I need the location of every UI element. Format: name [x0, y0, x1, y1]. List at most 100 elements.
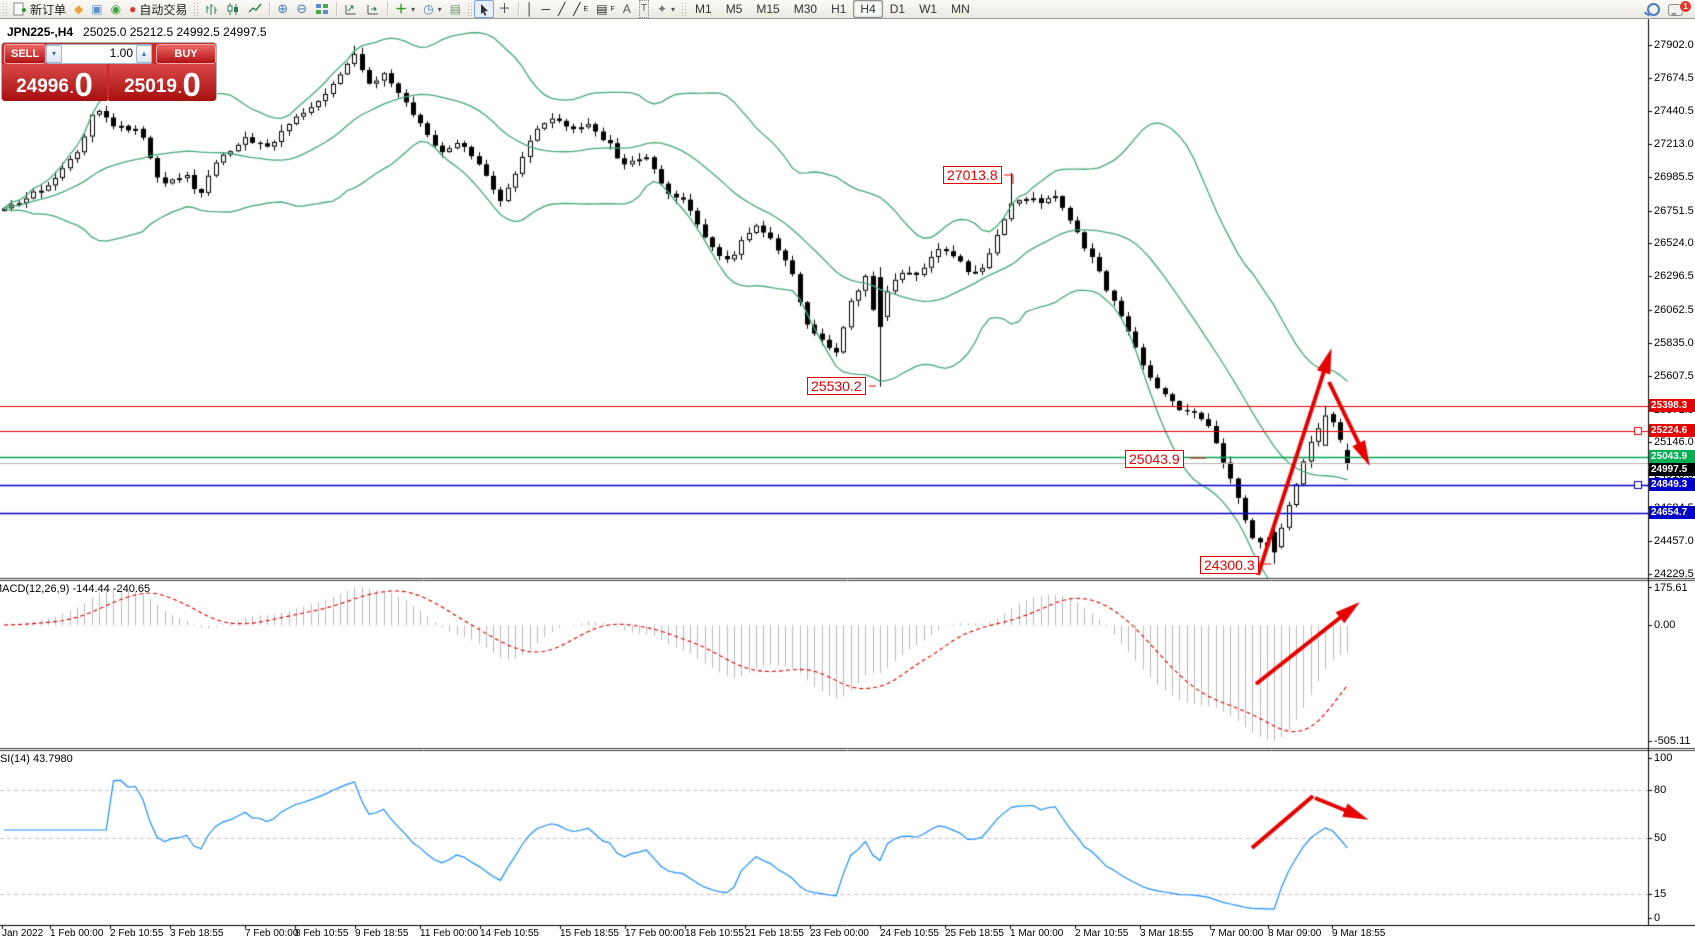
toolbar-separator: [269, 2, 271, 16]
buy-price-big-digit: 0: [182, 66, 201, 103]
shapes-tool-button[interactable]: ✦ ▾: [653, 0, 679, 18]
price-axis-label: 25835.0: [1654, 336, 1694, 349]
horizontal-line-tool-button[interactable]: ─: [538, 0, 555, 18]
macd-axis-label: -505.11: [1654, 735, 1691, 747]
toolbar-drag-handle[interactable]: [193, 2, 199, 16]
chevron-down-icon: ▾: [671, 4, 676, 14]
time-axis-label: Jan 2022: [2, 928, 44, 939]
time-axis-label: 15 Feb 18:55: [560, 928, 619, 939]
zoom-out-button[interactable]: ⊖: [292, 0, 311, 18]
chart-autoscroll-button[interactable]: [340, 0, 362, 18]
time-axis-label: 1 Feb 00:00: [50, 928, 104, 939]
price-callout-label: 24300.3: [1200, 556, 1259, 574]
order-panel-top-row: SELL ▾ 1.00 ▴ BUY: [2, 43, 216, 64]
metaeditor-button[interactable]: ◆: [70, 0, 87, 18]
templates-button[interactable]: ▤: [446, 0, 465, 18]
search-button[interactable]: [1643, 0, 1664, 18]
toolbar-separator: [336, 2, 338, 16]
time-axis-label: 25 Feb 18:55: [945, 928, 1004, 939]
timeframe-button-d1[interactable]: D1: [889, 2, 906, 16]
toolbar-drag-handle[interactable]: [2, 2, 7, 16]
new-order-button[interactable]: 新订单: [9, 0, 70, 18]
price-callout-label: 25530.2: [807, 377, 866, 395]
chart-shift-icon: [367, 5, 379, 15]
timeframe-button-m30[interactable]: M30: [793, 2, 818, 16]
text-tool-button[interactable]: A: [619, 0, 635, 18]
indicators-button[interactable]: ＋ ▾: [391, 0, 419, 18]
sell-button[interactable]: SELL: [4, 44, 46, 64]
clock-icon: ◷: [423, 2, 434, 16]
fibonacci-tool-button[interactable]: ╱ E: [569, 0, 592, 18]
toolbar: 新订单 ◆ ▣ ◉ ● 自动交易 ⊕ ⊖: [0, 0, 1695, 19]
sell-price-button[interactable]: 24996 . 0: [2, 64, 107, 101]
timeframe-group: M1 M5 M15 M30 H1 H4 D1 W1 MN: [688, 0, 977, 18]
horizontal-line-icon: ─: [541, 2, 551, 16]
signals-button[interactable]: ◉: [107, 0, 125, 18]
timeframe-button-w1[interactable]: W1: [919, 2, 938, 16]
timeframe-button-m1[interactable]: M1: [695, 2, 712, 16]
sell-price-dot: .: [69, 81, 74, 96]
crosshair-tool-button[interactable]: ＋: [494, 0, 515, 18]
rsi-axis-label: 50: [1654, 832, 1667, 844]
time-axis-label: 21 Feb 18:55: [745, 928, 804, 939]
chevron-down-icon: ▾: [411, 4, 416, 14]
autotrade-label: 自动交易: [139, 2, 188, 17]
trendline-tool-button[interactable]: ╱: [554, 0, 569, 18]
price-axis-label: 27902.0: [1654, 39, 1694, 51]
price-axis-label: 25607.5: [1654, 369, 1694, 382]
channel-icon: ▤: [596, 2, 608, 16]
chart-shift-button[interactable]: [362, 0, 384, 18]
volume-input[interactable]: 1.00: [109, 46, 133, 60]
rsi-axis-label: 80: [1654, 784, 1667, 796]
buy-button[interactable]: BUY: [156, 44, 216, 64]
time-axis-label: 3 Feb 18:55: [170, 928, 224, 939]
price-axis-label: 26296.5: [1654, 270, 1694, 283]
tile-windows-button[interactable]: [311, 0, 333, 18]
time-axis-label: 2 Mar 10:55: [1075, 928, 1129, 939]
time-axis-label: 9 Feb 18:55: [355, 928, 409, 939]
new-order-label: 新订单: [30, 2, 67, 17]
volume-decrement-button[interactable]: ▾: [46, 45, 62, 63]
chart-line-button[interactable]: [244, 0, 266, 18]
periods-button[interactable]: ◷ ▾: [419, 0, 446, 18]
metaeditor-icon: ◆: [74, 2, 84, 16]
fibonacci-icon: ╱: [573, 2, 581, 16]
volume-increment-button[interactable]: ▴: [136, 45, 152, 63]
timeframe-button-h1[interactable]: H1: [831, 2, 847, 16]
vertical-line-icon: │: [526, 2, 534, 16]
shapes-icon: ✦: [656, 2, 668, 16]
tile-windows-icon: [316, 4, 329, 14]
timeframe-button-m15[interactable]: M15: [756, 2, 780, 16]
timeframe-button-h4[interactable]: H4: [853, 0, 883, 18]
line-chart-icon: [248, 3, 262, 13]
notifications-button[interactable]: 1: [1664, 0, 1692, 18]
timeframe-button-mn[interactable]: MN: [951, 2, 970, 16]
channel-tool-button[interactable]: ▤ F: [592, 0, 619, 18]
autoscroll-icon: [345, 5, 357, 15]
zoom-in-button[interactable]: ⊕: [273, 0, 292, 18]
time-axis-label: 24 Feb 10:55: [880, 928, 939, 939]
chart-bars-button[interactable]: [200, 0, 222, 18]
vertical-line-tool-button[interactable]: │: [522, 0, 538, 18]
terminal-button[interactable]: ▣: [87, 0, 106, 18]
price-axis-label: 24229.5: [1654, 568, 1694, 580]
price-callout-label: 27013.8: [943, 166, 1002, 184]
time-axis-label: 1 Mar 00:00: [1010, 928, 1064, 939]
text-label-icon: T: [638, 0, 649, 18]
chart-candles-button[interactable]: [222, 0, 244, 18]
add-indicator-icon: ＋: [395, 2, 408, 16]
text-icon: A: [622, 2, 631, 16]
autotrade-button[interactable]: ● 自动交易: [125, 0, 191, 18]
timeframe-button-m5[interactable]: M5: [725, 2, 743, 16]
zoom-in-icon: ⊕: [277, 1, 289, 16]
terminal-icon: ▣: [91, 2, 103, 16]
toolbar-drag-handle[interactable]: [467, 2, 473, 16]
label-tool-button[interactable]: T: [635, 0, 653, 18]
new-order-icon: [13, 2, 26, 16]
buy-price-button[interactable]: 25019 . 0: [109, 64, 216, 101]
toolbar-drag-handle[interactable]: [681, 2, 687, 16]
cursor-tool-button[interactable]: [474, 0, 495, 18]
buy-price-int: 25019: [124, 76, 177, 97]
